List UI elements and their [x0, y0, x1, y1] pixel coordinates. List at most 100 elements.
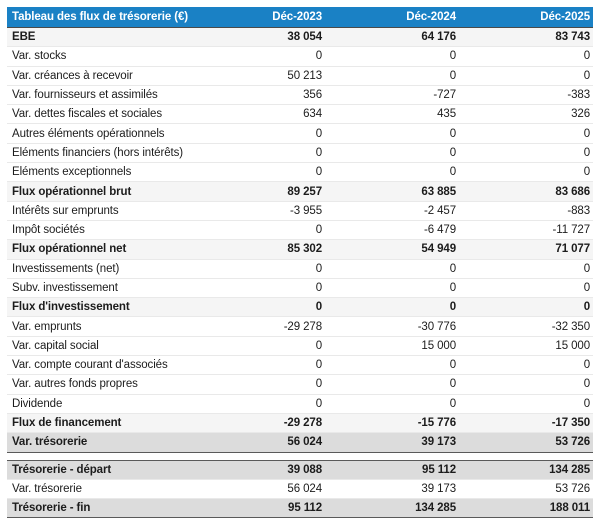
- row-value: 53 726: [459, 432, 593, 453]
- row-value: 0: [325, 278, 459, 299]
- row-value: -2 457: [325, 201, 459, 221]
- row-label: Var. créances à recevoir: [7, 66, 191, 86]
- table-row: Eléments exceptionnels 0 0 0: [7, 162, 593, 183]
- row-value: 83 743: [459, 27, 593, 48]
- row-value: 0: [191, 46, 325, 67]
- row-value: 0: [191, 162, 325, 183]
- row-value: 56 024: [191, 432, 325, 453]
- row-value: 0: [459, 46, 593, 67]
- column-header-dec-2025: Déc-2025: [459, 7, 593, 28]
- table-row: Var. trésorerie 56 024 39 173 53 726: [7, 479, 593, 500]
- row-value: 0: [459, 394, 593, 414]
- row-label: Var. compte courant d'associés: [7, 355, 191, 376]
- row-value: 39 173: [325, 479, 459, 500]
- row-value: 0: [325, 162, 459, 183]
- table-row: Var. capital social 0 15 000 15 000: [7, 336, 593, 357]
- row-value: 0: [325, 143, 459, 164]
- row-value: 0: [459, 143, 593, 164]
- table-row: Eléments financiers (hors intérêts) 0 0 0: [7, 143, 593, 164]
- table-row: Var. stocks 0 0 0: [7, 46, 593, 67]
- table-row: Investissements (net) 0 0 0: [7, 259, 593, 279]
- row-value: -11 727: [459, 220, 593, 241]
- row-label: Var. dettes fiscales et sociales: [7, 104, 191, 125]
- row-label: Var. emprunts: [7, 316, 191, 337]
- row-value: -29 278: [191, 316, 325, 337]
- row-value: 0: [191, 355, 325, 376]
- row-label: Investissements (net): [7, 259, 191, 279]
- row-label: Eléments financiers (hors intérêts): [7, 143, 191, 164]
- row-value: -6 479: [325, 220, 459, 241]
- row-value: 15 000: [325, 336, 459, 357]
- row-value: 0: [325, 355, 459, 376]
- row-value: 0: [459, 355, 593, 376]
- row-label: Var. trésorerie: [7, 479, 191, 500]
- row-label: Dividende: [7, 394, 191, 414]
- table-row: Impôt sociétés 0 -6 479 -11 727: [7, 220, 593, 241]
- table-row: Flux opérationnel net 85 302 54 949 71 077: [7, 239, 593, 260]
- row-value: 134 285: [325, 498, 459, 518]
- row-label: Intérêts sur emprunts: [7, 201, 191, 221]
- row-value: 54 949: [325, 239, 459, 260]
- row-value: -32 350: [459, 316, 593, 337]
- row-value: 0: [325, 66, 459, 86]
- table-row: EBE 38 054 64 176 83 743: [7, 27, 593, 48]
- row-value: 83 686: [459, 181, 593, 202]
- row-value: 53 726: [459, 479, 593, 500]
- row-value: 0: [459, 278, 593, 299]
- table-body: EBE 38 054 64 176 83 743 Var. stocks 0 0 0 Var. …: [7, 27, 593, 518]
- row-value: 89 257: [191, 181, 325, 202]
- table-row: Subv. investissement 0 0 0: [7, 278, 593, 299]
- row-gap: [7, 452, 593, 461]
- table-row: Dividende 0 0 0: [7, 394, 593, 414]
- table-row: Trésorerie - départ 39 088 95 112 134 285: [7, 459, 593, 480]
- table-title: Tableau des flux de trésorerie (€): [7, 7, 191, 28]
- row-label: Trésorerie - fin: [7, 498, 191, 518]
- row-value: 0: [191, 220, 325, 241]
- row-value: -883: [459, 201, 593, 221]
- row-value: 56 024: [191, 479, 325, 500]
- row-value: 0: [191, 336, 325, 357]
- row-value: 0: [325, 259, 459, 279]
- row-value: 0: [325, 374, 459, 395]
- table-row: Trésorerie - fin 95 112 134 285 188 011: [7, 498, 593, 518]
- row-value: 188 011: [459, 498, 593, 518]
- table-row: Intérêts sur emprunts -3 955 -2 457 -883: [7, 201, 593, 221]
- row-value: 95 112: [325, 459, 459, 480]
- row-value: 0: [191, 143, 325, 164]
- row-value: 0: [325, 46, 459, 67]
- row-value: 0: [459, 259, 593, 279]
- row-label: Subv. investissement: [7, 278, 191, 299]
- row-value: 356: [191, 85, 325, 106]
- row-value: 63 885: [325, 181, 459, 202]
- row-value: 0: [191, 259, 325, 279]
- table-row: Var. trésorerie 56 024 39 173 53 726: [7, 432, 593, 453]
- row-value: 38 054: [191, 27, 325, 48]
- row-value: 0: [191, 278, 325, 299]
- row-value: -29 278: [191, 412, 325, 434]
- row-value: 71 077: [459, 239, 593, 260]
- row-value: 0: [191, 374, 325, 395]
- row-value: 0: [325, 123, 459, 144]
- row-value: 95 112: [191, 498, 325, 518]
- spacer-row: [7, 452, 593, 461]
- row-value: 134 285: [459, 459, 593, 480]
- row-label: Var. trésorerie: [7, 432, 191, 453]
- column-header-dec-2023: Déc-2023: [191, 7, 325, 28]
- row-value: 634: [191, 104, 325, 125]
- row-value: 0: [191, 123, 325, 144]
- table-row: Flux d'investissement 0 0 0: [7, 297, 593, 318]
- row-label: Var. stocks: [7, 46, 191, 67]
- column-header-dec-2024: Déc-2024: [325, 7, 459, 28]
- row-label: Eléments exceptionnels: [7, 162, 191, 183]
- row-label: Autres éléments opérationnels: [7, 123, 191, 144]
- table-row: Flux de financement -29 278 -15 776 -17 350: [7, 412, 593, 434]
- row-value: -3 955: [191, 201, 325, 221]
- row-value: 15 000: [459, 336, 593, 357]
- header-row: Tableau des flux de trésorerie (€) Déc-2…: [7, 7, 593, 28]
- row-value: 0: [191, 394, 325, 414]
- row-value: -30 776: [325, 316, 459, 337]
- table-row: Autres éléments opérationnels 0 0 0: [7, 123, 593, 144]
- row-label: Flux de financement: [7, 412, 191, 434]
- table-row: Var. créances à recevoir 50 213 0 0: [7, 66, 593, 86]
- cashflow-page: Tableau des flux de trésorerie (€) Déc-2…: [7, 7, 593, 518]
